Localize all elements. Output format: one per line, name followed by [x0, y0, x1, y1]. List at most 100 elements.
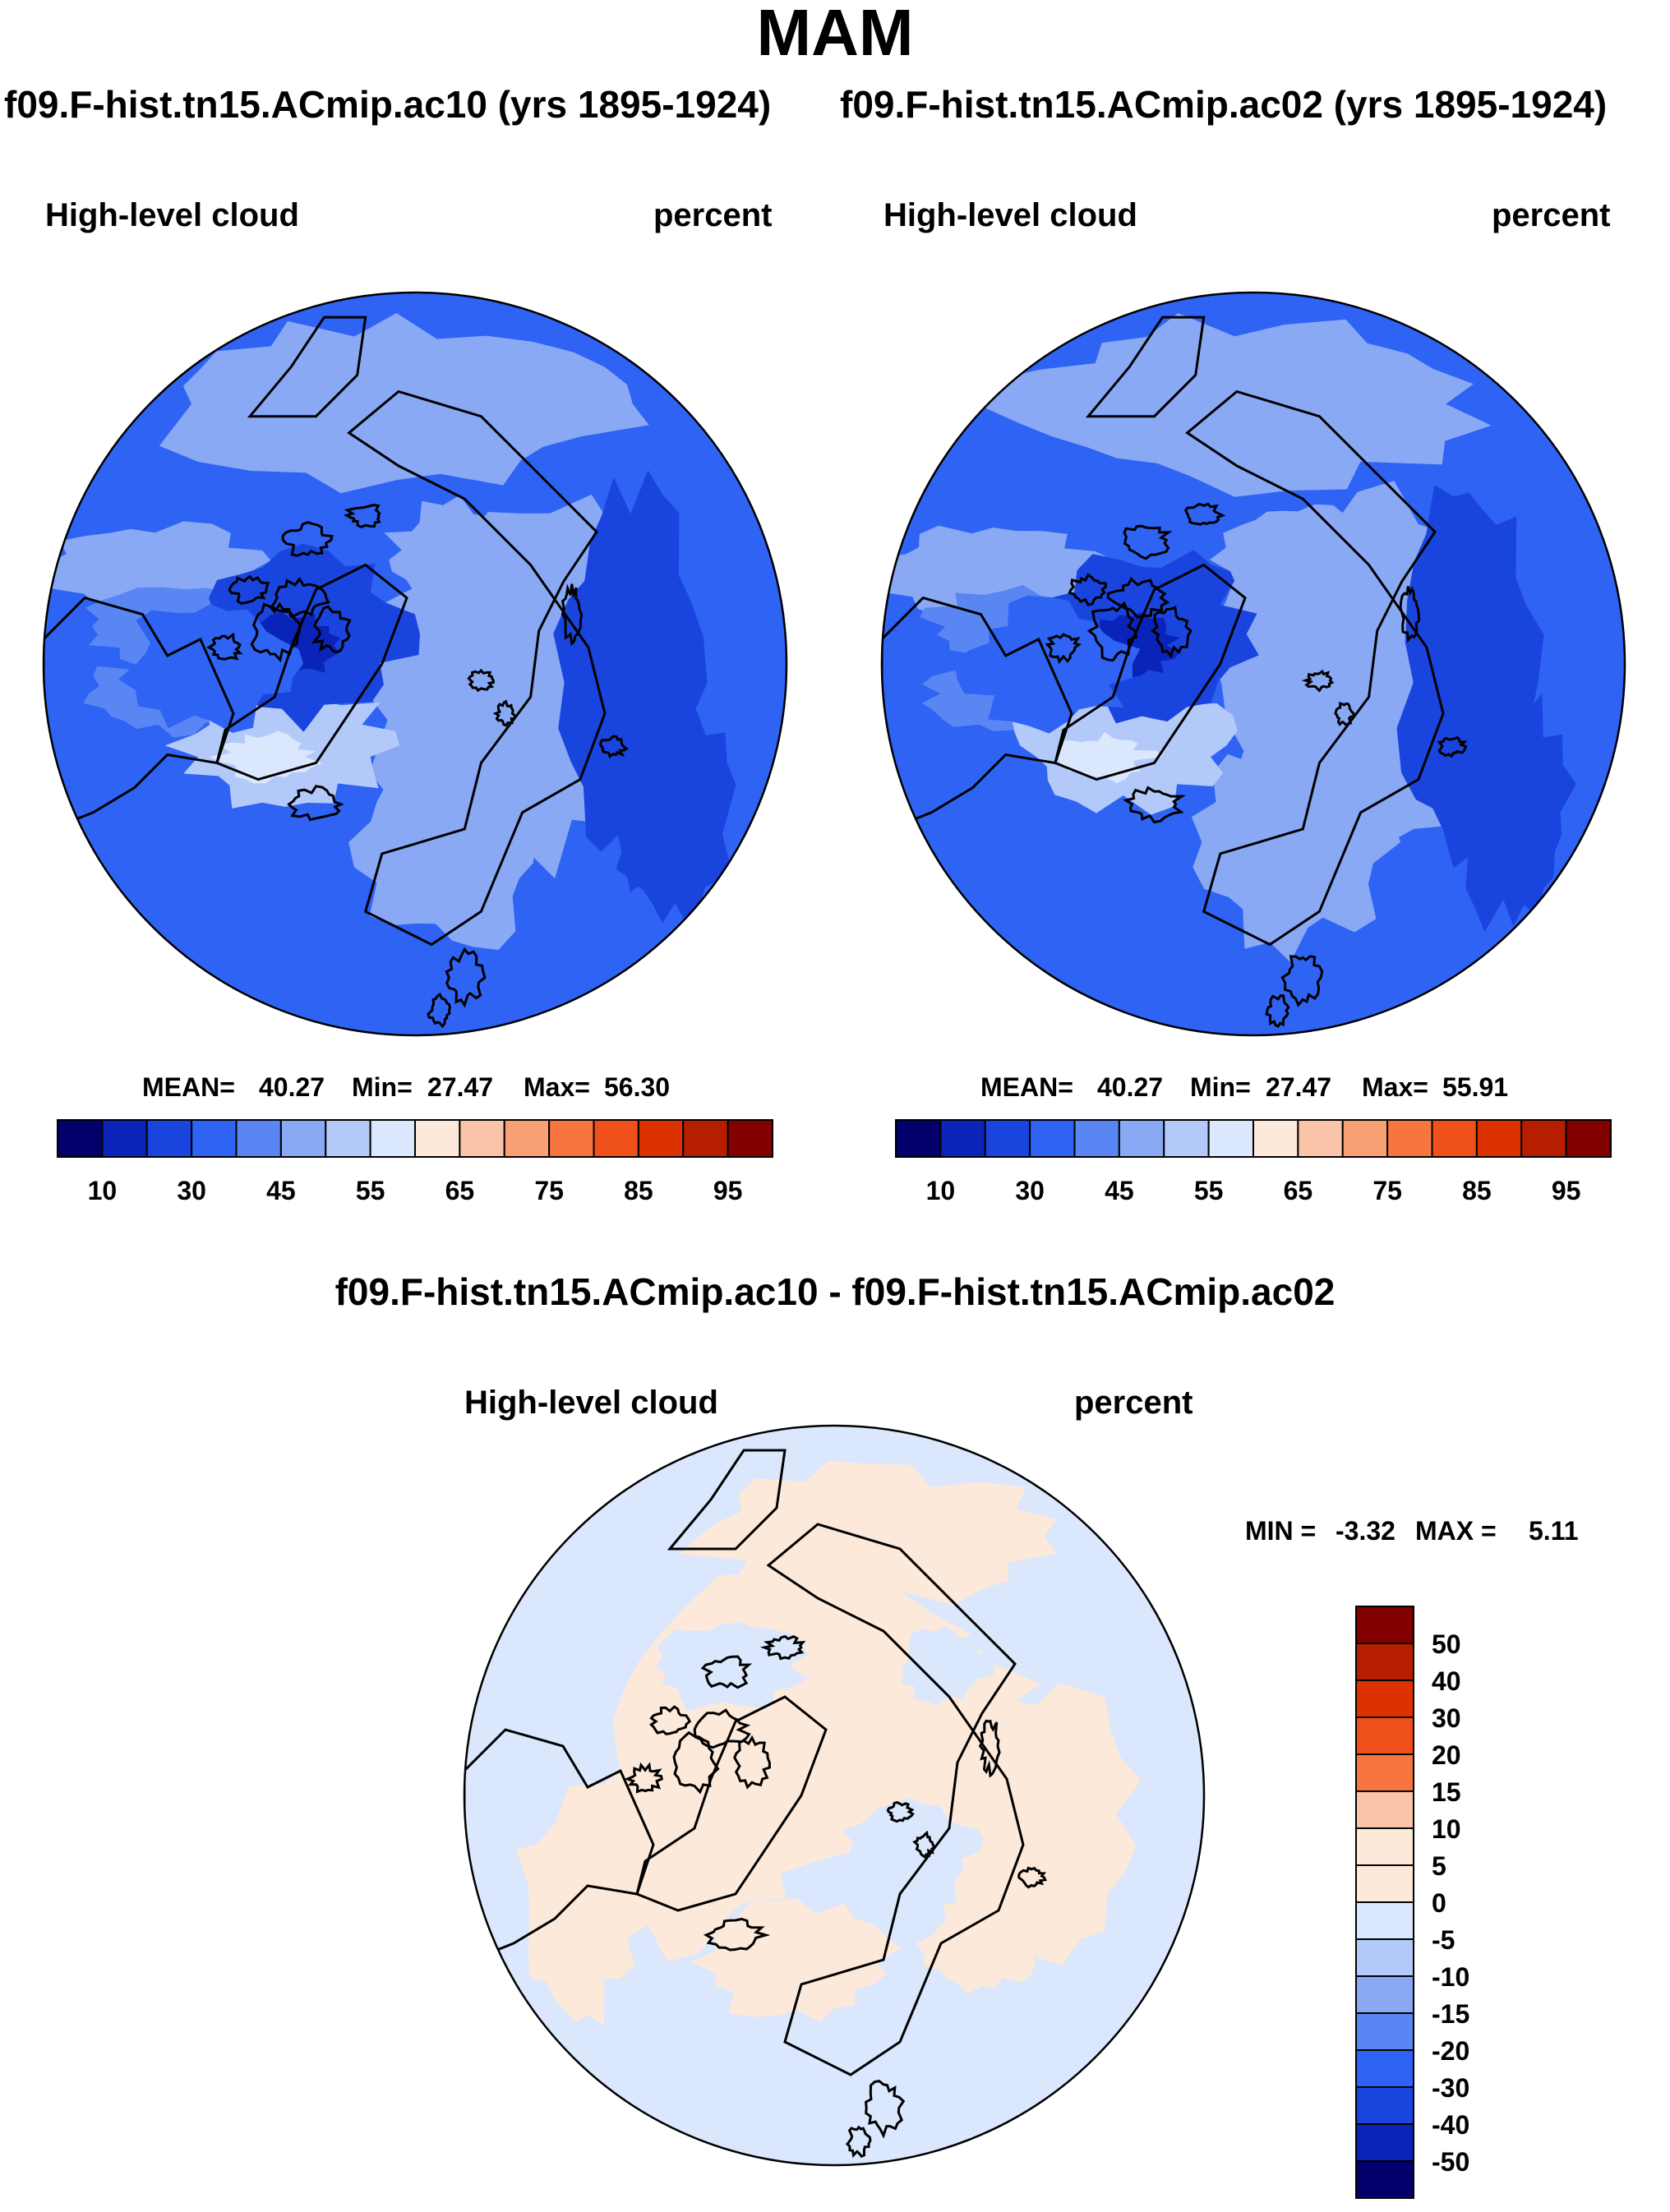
panel2-colorbar-box [895, 1119, 942, 1158]
panel1-colorbar-tick-label: 95 [713, 1176, 743, 1205]
panel3-field-region [901, 1625, 996, 1705]
panel2-field-region [976, 312, 1492, 497]
page-title: MAM [756, 0, 914, 69]
panel3-colorbar-box [1355, 1901, 1414, 1940]
panel1-coastline [343, 503, 381, 529]
panel2-max-value: 55.91 [1442, 1072, 1509, 1102]
panel1-colorbar-box [279, 1119, 327, 1158]
panel1-coastline [598, 735, 630, 759]
panel3-colorbar-tick-label: 10 [1432, 1814, 1461, 1844]
panel2-mean-label: MEAN= [980, 1072, 1073, 1102]
panel2-coastline [1068, 573, 1108, 606]
panel1-coastline [311, 605, 352, 654]
panel1-colorbar-tick-label: 45 [266, 1176, 296, 1205]
panel1-coastline [250, 601, 302, 663]
panel2-field-region [1191, 720, 1400, 962]
panel3-coastline [886, 1800, 915, 1823]
panel1-colorbar-box [548, 1119, 595, 1158]
panel1-field-region [384, 495, 541, 622]
panel3-coastline [667, 1449, 787, 1551]
panel1-coastline [206, 632, 243, 661]
panel1-field-region [348, 731, 552, 950]
panel3-colorbar-tick-label: 15 [1432, 1777, 1461, 1807]
panel3-coastline [865, 2079, 906, 2139]
panel3-colorbar-tick-label: -30 [1432, 2073, 1469, 2103]
panel3-coastline [845, 2125, 872, 2159]
panel3-coastline [693, 1708, 751, 1749]
panel2-colorbar-box [1386, 1119, 1433, 1158]
panel3-field-region [840, 1798, 985, 1901]
panel2-coastline [1122, 786, 1187, 824]
panel1-coastline [445, 947, 487, 1008]
panel2-colorbar: 10 30 45 55 65 75 85 95 [895, 1119, 1612, 1205]
panel2-coastline [1334, 702, 1356, 728]
panel2-min-label: Min= [1190, 1072, 1251, 1102]
panel3-max-label: MAX = [1415, 1516, 1497, 1546]
panel1-coastline [492, 699, 518, 727]
panel3-colorbar-tick-label: 20 [1432, 1740, 1461, 1770]
panel2-coastline [1185, 389, 1445, 947]
panel1-max-value: 56.30 [604, 1072, 671, 1102]
panel1-coastline [287, 785, 344, 822]
panel1-colorbar-tick-label: 10 [88, 1176, 118, 1205]
panel2-colorbar-box [1520, 1119, 1567, 1158]
panel2-units-label: percent [1492, 197, 1611, 233]
panel2-field-region [1057, 731, 1163, 784]
panel2-map-border [880, 291, 1626, 1037]
panel2-colorbar-box [984, 1119, 1031, 1158]
panel1-colorbar-box [235, 1119, 282, 1158]
panel3-colorbar-tick-label: 30 [1432, 1703, 1461, 1733]
panel2-variable-label: High-level cloud [883, 197, 1137, 233]
panel3-colorbar-tick-label: 40 [1432, 1666, 1461, 1696]
panel3-colorbar-box [1355, 2086, 1414, 2125]
panel1-colorbar-box [459, 1119, 505, 1158]
panel2-colorbar-box [1297, 1119, 1344, 1158]
panel1-colorbar: 10 30 45 55 65 75 85 95 [57, 1119, 773, 1205]
panel1-coastline [228, 574, 270, 605]
panel2-field-region [1460, 681, 1576, 933]
panel3-coastline [624, 1762, 664, 1794]
panel3-colorbar-tick-label: -15 [1432, 1999, 1469, 2029]
panel3-variable-label: High-level cloud [464, 1385, 718, 1421]
panel3-coastline [912, 1830, 937, 1859]
panel1-colorbar-box [682, 1119, 729, 1158]
panel1-colorbar-tick-label: 55 [356, 1176, 385, 1205]
case-title-left: f09.F-hist.tn15.ACmip.ac10 (yrs 1895-192… [4, 83, 772, 126]
panel1-coastline [427, 992, 451, 1029]
panel2-map [880, 291, 1626, 1037]
panel2-coastline [1045, 633, 1082, 665]
panel2-max-label: Max= [1362, 1072, 1428, 1102]
panel3-coastline [700, 1655, 753, 1689]
panel3-colorbar-box [1355, 1938, 1414, 1977]
panel3-coastline [733, 1735, 771, 1790]
panel3-colorbar-tick-label: -50 [1432, 2147, 1469, 2177]
panel2-colorbar-box [1565, 1119, 1612, 1158]
panel1-field-region [159, 313, 649, 494]
panel1-colorbar-tick-label: 30 [177, 1176, 206, 1205]
panel2-colorbar-box [1073, 1119, 1120, 1158]
panel3-field-region [690, 1898, 902, 2021]
panel1-map [42, 291, 788, 1037]
panel3-colorbar-tick-label: -20 [1432, 2036, 1469, 2066]
panel1-max-label: Max= [524, 1072, 590, 1102]
panel2-colorbar-box [1118, 1119, 1165, 1158]
panel1-coastline [467, 668, 495, 693]
panel1-coastline [281, 521, 334, 557]
panel3-colorbar-box [1355, 2160, 1414, 2199]
panel2-colorbar-tick-label: 55 [1194, 1176, 1224, 1205]
panel3-colorbar-box [1355, 1975, 1414, 2014]
panel2-coastline [1437, 735, 1468, 758]
panel1-map-border [42, 291, 788, 1037]
panel3-colorbar-tick-label: 5 [1432, 1851, 1446, 1881]
panel3-max-value: 5.11 [1529, 1516, 1579, 1546]
panel1-colorbar-box [593, 1119, 639, 1158]
panel2-coastline [1085, 316, 1206, 418]
panel3-colorbar-tick-label: 0 [1432, 1888, 1446, 1918]
panel2-coastline [1106, 577, 1170, 619]
panel2-coastline [1399, 586, 1421, 643]
panel1-coastline [247, 316, 367, 418]
panel3-coastline [703, 1917, 771, 1952]
panel1-min-label: Min= [352, 1072, 413, 1102]
panel3-coastline [635, 1695, 828, 1912]
